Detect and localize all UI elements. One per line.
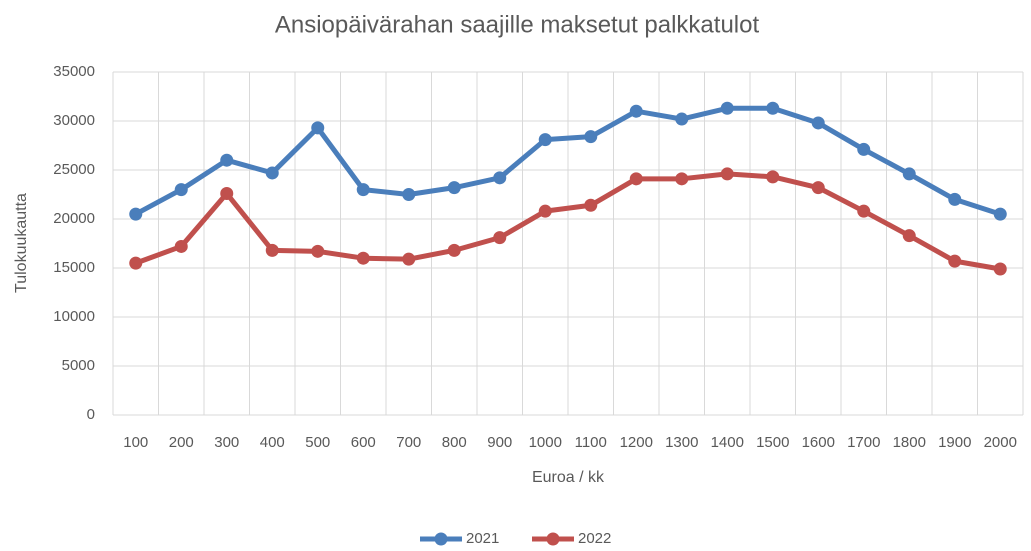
data-point: [584, 130, 598, 144]
x-tick-label: 200: [169, 434, 194, 451]
data-point: [993, 262, 1007, 276]
x-tick-label: 1600: [802, 434, 835, 451]
data-point: [857, 142, 871, 156]
y-tick-label: 35000: [53, 63, 95, 80]
x-tick-label: 1900: [938, 434, 971, 451]
data-point: [993, 207, 1007, 221]
x-tick-label: 300: [214, 434, 239, 451]
data-point: [720, 167, 734, 181]
data-point: [720, 101, 734, 115]
x-tick-label: 100: [123, 434, 148, 451]
y-tick-label: 30000: [53, 112, 95, 129]
data-point: [675, 172, 689, 186]
data-point: [538, 204, 552, 218]
data-point: [356, 251, 370, 265]
legend-label: 2021: [466, 530, 499, 546]
legend-marker: [434, 532, 448, 546]
y-tick-label: 0: [87, 406, 95, 423]
data-point: [811, 181, 825, 195]
data-point: [811, 116, 825, 130]
data-point: [538, 133, 552, 147]
series-line: [134, 171, 1001, 272]
data-point: [402, 252, 416, 266]
data-point: [629, 172, 643, 186]
series-line: [134, 105, 1002, 217]
y-tick-label: 10000: [53, 308, 95, 325]
data-point: [402, 188, 416, 201]
x-axis-label: Euroa / kk: [532, 469, 605, 486]
y-tick-label: 15000: [53, 259, 95, 276]
x-tick-label: 1500: [756, 434, 789, 451]
x-tick-label: 1300: [665, 434, 698, 451]
data-point: [447, 243, 461, 257]
x-tick-label: 1200: [620, 434, 653, 451]
data-point: [675, 112, 689, 126]
data-point: [265, 243, 279, 257]
x-tick-label: 1100: [575, 434, 607, 451]
x-tick-label: 1800: [893, 434, 926, 451]
data-point: [948, 254, 962, 268]
x-tick-label: 2000: [984, 434, 1017, 451]
y-tick-label: 5000: [62, 357, 95, 374]
x-tick-label: 400: [260, 434, 285, 451]
data-point: [584, 198, 598, 212]
legend-label: 2022: [578, 530, 611, 546]
x-tick-label: 1400: [711, 434, 744, 451]
y-tick-label: 25000: [53, 161, 95, 178]
data-point: [311, 121, 325, 135]
x-tick-label: 600: [351, 434, 376, 451]
data-point: [493, 171, 507, 185]
data-point: [129, 207, 143, 221]
data-point: [220, 153, 234, 167]
data-point: [265, 166, 279, 180]
legend-marker: [546, 532, 560, 546]
data-point: [629, 104, 643, 118]
data-point: [174, 183, 188, 197]
data-point: [174, 239, 188, 253]
x-tick-label: 700: [396, 434, 421, 451]
data-point: [902, 167, 916, 181]
data-point: [902, 229, 916, 243]
data-point: [493, 231, 507, 245]
x-tick-label: 900: [487, 434, 512, 451]
chart-title: Ansiopäivärahan saajille maksetut palkka…: [275, 11, 760, 38]
data-point: [447, 181, 461, 195]
x-tick-label: 500: [305, 434, 330, 451]
data-point: [129, 256, 143, 270]
x-tick-label: 1700: [847, 434, 880, 451]
data-point: [857, 204, 871, 218]
y-axis-label: Tulokuukautta: [13, 193, 30, 293]
x-tick-label: 800: [442, 434, 467, 451]
data-point: [766, 101, 780, 115]
data-point: [220, 187, 234, 201]
y-tick-label: 20000: [53, 210, 95, 227]
data-point: [356, 183, 370, 197]
x-tick-label: 1000: [529, 434, 562, 451]
data-point: [948, 192, 962, 206]
data-point: [311, 244, 325, 258]
data-point: [766, 170, 780, 184]
